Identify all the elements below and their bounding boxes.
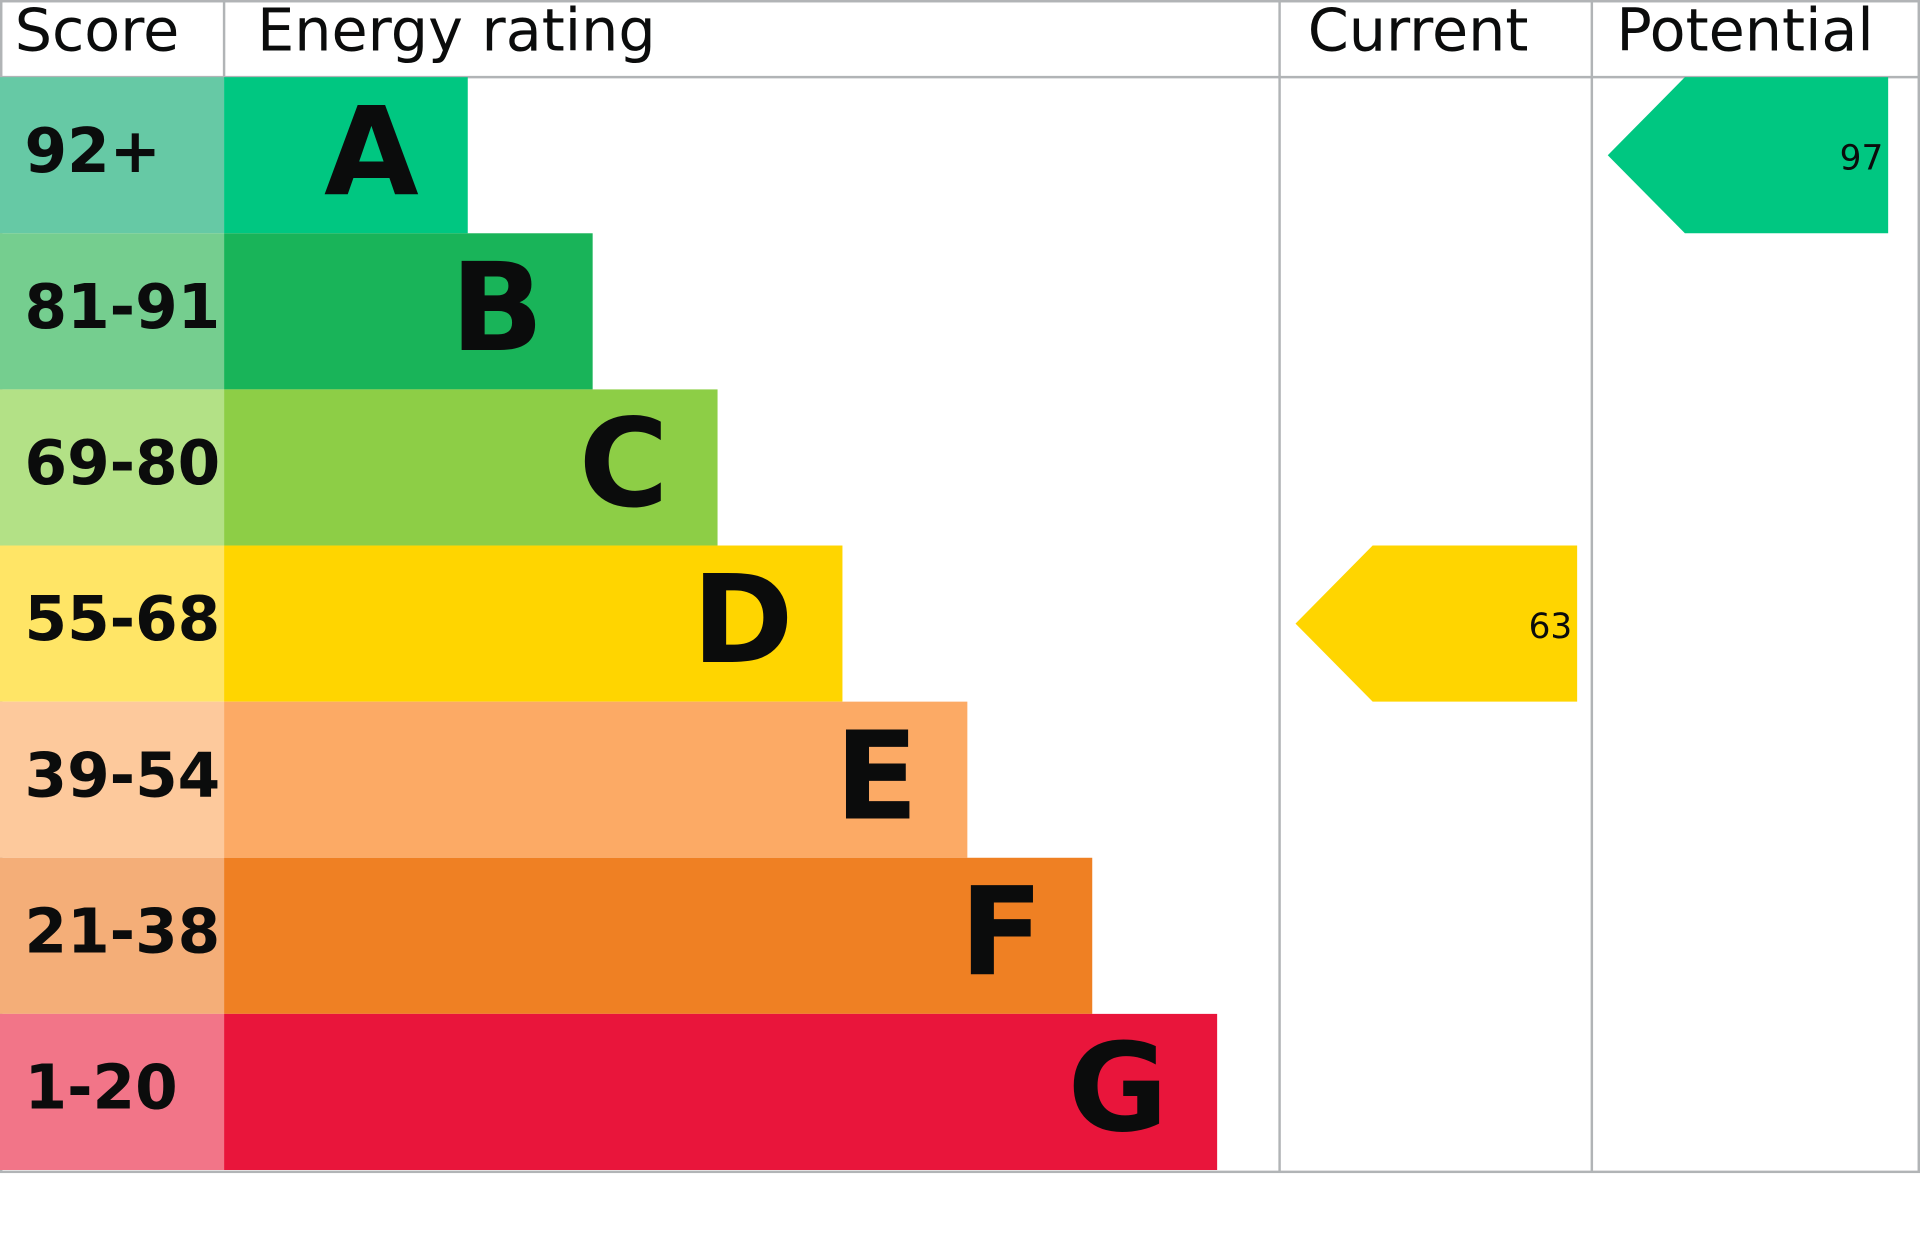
rating-bar [224, 857, 1093, 1014]
score-range: 55-68 [24, 584, 220, 655]
rating-letter: B [450, 236, 543, 379]
rating-bar [224, 545, 843, 702]
current-header: Current [1308, 0, 1529, 64]
score-cell [0, 701, 225, 858]
rating-letter: A [324, 80, 419, 223]
rating-bar [224, 389, 718, 546]
score-range: 21-38 [24, 896, 220, 967]
score-cell [0, 389, 225, 546]
rating-bar [224, 1013, 1218, 1171]
rating-letter: E [835, 704, 919, 847]
rating-arrow [1295, 545, 1578, 702]
score-cell [0, 857, 225, 1014]
potential-header: Potential [1616, 0, 1873, 64]
score-cell [0, 545, 225, 702]
score-cell [0, 233, 225, 390]
rating-letter: G [1068, 1017, 1169, 1160]
score-range: 1-20 [24, 1053, 177, 1124]
score-range: 39-54 [24, 740, 220, 811]
score-range: 69-80 [24, 428, 220, 499]
score-cell [0, 77, 225, 234]
rating-value: 63 [1529, 607, 1573, 647]
rating-value: 97 [1840, 139, 1884, 179]
score-cell [0, 1013, 225, 1171]
score-range: 81-91 [24, 272, 220, 343]
rating-letter: D [692, 548, 794, 691]
score-header: Score [15, 0, 180, 64]
rating-header: Energy rating [257, 0, 656, 64]
rating-letter: C [579, 392, 669, 535]
rating-bar [224, 233, 593, 390]
rating-arrow [1607, 77, 1889, 234]
rating-letter: F [960, 860, 1044, 1003]
rating-bar [224, 77, 468, 234]
score-range: 92+ [24, 116, 161, 187]
rating-bar [224, 701, 968, 858]
